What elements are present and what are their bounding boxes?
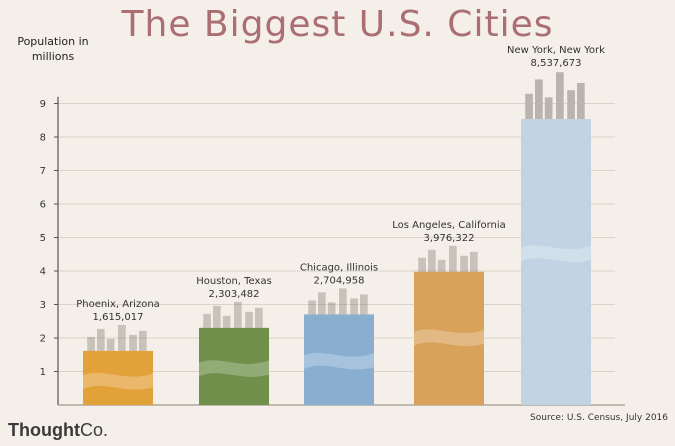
skyline-building [360,294,368,315]
y-tick-label: 1 [40,367,46,378]
skyline-building [327,302,336,315]
y-tick-label: 6 [40,200,46,211]
y-tick-label: 3 [40,300,46,311]
y-tick-label: 4 [40,267,46,278]
bar-decoration [414,245,484,347]
bar-decoration [521,72,591,263]
y-tick-label: 2 [40,334,46,345]
skyline-building [350,298,358,315]
skyline-building [567,90,575,119]
skyline-building [428,249,436,272]
skyline-building [87,336,95,351]
skyline-building [255,307,263,328]
source-note: Source: U.S. Census, July 2016 [530,413,668,423]
y-tick-label: 8 [40,133,46,144]
y-axis-label: Population in millions [17,35,89,63]
skyline-building [234,301,242,328]
bar-value-label: 8,537,673 [531,58,582,69]
skyline-building [222,315,231,328]
bar-texture [83,372,153,390]
skyline-building [318,292,326,315]
y-tick-label: 7 [40,166,46,177]
bar-value-label: 3,976,322 [424,233,475,244]
bar-city-label: Chicago, Illinois [300,262,378,273]
skyline-building [106,338,115,351]
skyline-building [460,255,468,272]
skyline-building [129,334,137,351]
skyline-building [308,300,316,315]
bar [83,350,153,405]
bar-decoration [199,301,269,377]
bar-city-label: New York, New York [507,45,605,56]
bar [199,327,269,405]
skyline-building [449,245,457,272]
bar [304,314,374,405]
logo-main: Thought [8,420,80,440]
bar-value-label: 2,704,958 [314,275,365,286]
bar-city-label: Los Angeles, California [392,220,506,231]
skyline-building [213,305,221,328]
skyline-building [556,72,564,119]
y-tick-label: 9 [40,99,46,110]
brand-logo: ThoughtCo. [8,420,108,441]
bar-value-label: 1,615,017 [93,312,144,323]
skyline-building [203,313,211,328]
skyline-building [544,97,553,119]
bar [521,118,591,406]
bar [414,271,484,405]
skyline-building [437,259,446,272]
skyline-building [577,82,585,119]
skyline-building [470,251,478,272]
bar-texture [304,352,374,370]
bar-city-label: Houston, Texas [196,276,272,287]
bar-texture [521,245,591,263]
skyline-building [245,311,253,328]
skyline-building [339,288,347,315]
y-tick-label: 5 [40,233,46,244]
bar-value-label: 2,303,482 [209,289,260,300]
skyline-building [118,324,126,351]
bar-texture [414,329,484,347]
bar-decoration [83,324,153,390]
skyline-building [525,93,533,119]
bar-texture [199,360,269,377]
skyline-building [418,257,426,272]
logo-suffix: Co. [79,420,108,440]
chart-title: The Biggest U.S. Cities [121,4,554,45]
skyline-building [535,79,543,119]
bar-decoration [304,288,374,370]
skyline-building [97,328,105,351]
bar-city-label: Phoenix, Arizona [76,299,160,310]
skyline-building [139,330,147,351]
